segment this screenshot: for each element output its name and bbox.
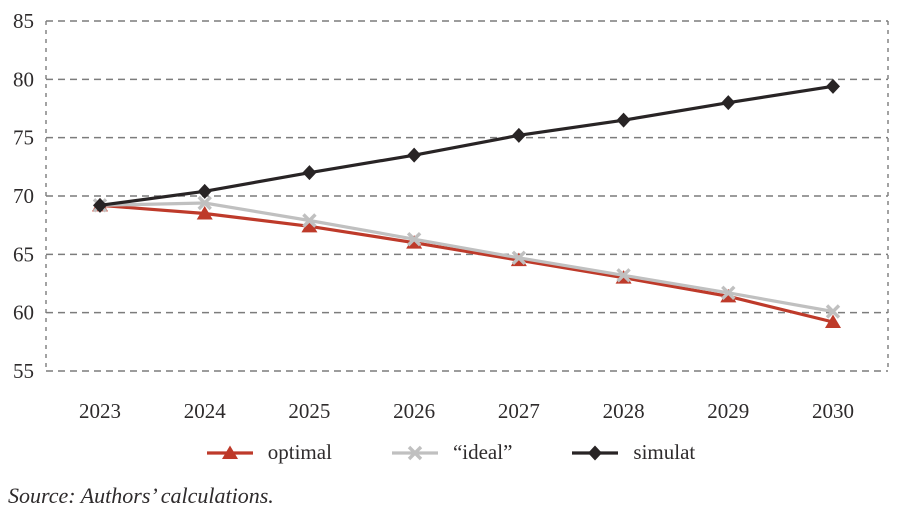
svg-text:2025: 2025 xyxy=(288,399,330,423)
svg-text:2027: 2027 xyxy=(498,399,540,423)
optimal-line-marker-icon xyxy=(206,445,253,459)
source-note: Source: Authors’ calculations. xyxy=(8,483,274,508)
svg-text:2029: 2029 xyxy=(707,399,749,423)
svg-text:2028: 2028 xyxy=(603,399,645,423)
legend-label-optimal: optimal xyxy=(267,440,332,464)
chart-legend: optimal “ideal” simulat xyxy=(0,440,900,465)
svg-text:55: 55 xyxy=(13,359,34,383)
legend-item-simulat: simulat xyxy=(570,440,695,465)
line-chart: 85 80 75 70 65 60 55 2023 2024 2025 2026 2027 2028 20… xyxy=(13,9,889,423)
svg-text:85: 85 xyxy=(13,9,34,33)
legend-label-ideal: “ideal” xyxy=(452,440,513,464)
svg-text:60: 60 xyxy=(13,301,34,325)
svg-text:2024: 2024 xyxy=(184,399,227,423)
svg-text:80: 80 xyxy=(13,67,34,91)
legend-label-simulat: simulat xyxy=(633,440,696,464)
svg-text:65: 65 xyxy=(13,242,34,266)
svg-text:2023: 2023 xyxy=(79,399,121,423)
simulat-line-marker-icon xyxy=(572,445,619,460)
legend-item-optimal: optimal xyxy=(205,440,332,465)
svg-text:75: 75 xyxy=(13,126,34,150)
svg-text:70: 70 xyxy=(13,184,34,208)
svg-text:2030: 2030 xyxy=(812,399,854,423)
ideal-line-marker-icon xyxy=(391,445,438,460)
svg-text:2026: 2026 xyxy=(393,399,435,423)
legend-item-ideal: “ideal” xyxy=(390,440,512,465)
